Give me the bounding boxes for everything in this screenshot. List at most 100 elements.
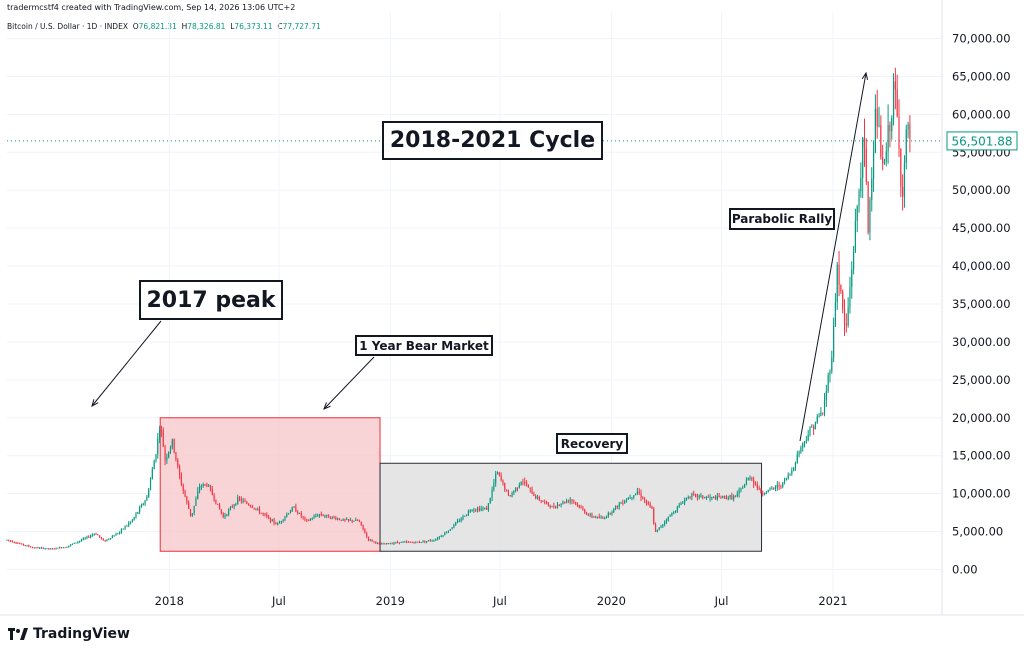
candle-body	[653, 508, 655, 525]
candle-body	[522, 481, 524, 483]
y-tick-label: 45,000.00	[952, 221, 1011, 235]
open-value: 76,821.31	[138, 22, 177, 31]
candle-body	[840, 284, 842, 292]
candle-body	[894, 81, 896, 90]
candle-body	[40, 547, 43, 549]
candle-body	[567, 500, 569, 502]
candle-body	[562, 501, 564, 504]
candle-body	[173, 439, 175, 453]
candle-body	[111, 536, 113, 539]
candle-body	[451, 527, 453, 530]
candle-body	[518, 485, 520, 488]
candle-body	[15, 542, 17, 544]
candle-body	[633, 495, 635, 498]
candle-body	[618, 503, 620, 507]
candle-body	[685, 497, 688, 500]
candle-body	[702, 495, 704, 498]
candle-body	[129, 521, 132, 524]
candle-body	[246, 501, 248, 504]
candle-body	[502, 480, 504, 484]
candle-body	[787, 475, 789, 479]
candle-body	[456, 520, 459, 523]
candle-body	[578, 504, 580, 508]
cycle-title-box: 2018-2021 Cycle	[382, 121, 603, 160]
candle-body	[109, 538, 112, 540]
candle-body	[220, 509, 222, 514]
last-price-tag	[946, 131, 1018, 151]
candle-body	[171, 439, 173, 448]
candle-body	[658, 527, 660, 530]
candle-body	[638, 491, 640, 494]
x-tick-label: 2018	[155, 594, 184, 608]
candle-body	[8, 539, 10, 541]
candle-body	[182, 485, 184, 491]
candle-body	[620, 502, 622, 504]
tradingview-logo[interactable]: TradingView	[8, 626, 130, 642]
candle-body	[540, 500, 542, 502]
candle-body	[527, 486, 529, 488]
bear-arrow-head	[323, 402, 331, 410]
high-label: H	[181, 22, 188, 31]
candle-body	[166, 457, 168, 461]
candle-body	[409, 541, 411, 543]
y-tick-label: 10,000.00	[952, 487, 1011, 501]
open-label: O	[132, 22, 139, 31]
candle-body	[396, 542, 399, 544]
candle-body	[213, 494, 215, 500]
candle-body	[645, 500, 648, 504]
candle-body	[415, 541, 417, 543]
candle-body	[767, 489, 769, 493]
candle-body	[560, 503, 562, 506]
candle-body	[569, 499, 571, 502]
candle-body	[847, 307, 849, 326]
candle-body	[77, 541, 79, 543]
candle-body	[892, 81, 895, 119]
candle-body	[206, 484, 208, 487]
candle-body	[667, 516, 669, 521]
candle-body	[424, 541, 426, 543]
candle-body	[302, 516, 304, 518]
candle-body	[193, 505, 195, 514]
candle-body	[678, 504, 680, 507]
candle-body	[691, 493, 693, 498]
candle-body	[400, 541, 402, 543]
candle-body	[226, 514, 228, 516]
candle-body	[656, 529, 658, 532]
candle-body	[271, 519, 273, 522]
candle-body	[783, 479, 786, 483]
candle-body	[595, 516, 597, 518]
candle-body	[564, 501, 566, 503]
candle-body	[664, 521, 666, 525]
candle-body	[720, 497, 722, 499]
candle-body	[333, 516, 335, 518]
candle-body	[747, 478, 749, 481]
candle-body	[238, 497, 241, 499]
candle-body	[373, 541, 375, 543]
candle-body	[856, 206, 858, 221]
candle-body	[140, 504, 143, 508]
candle-body	[64, 547, 66, 549]
candle-body	[257, 508, 259, 510]
candle-body	[240, 498, 242, 502]
candle-body	[19, 543, 21, 545]
candle-body	[851, 269, 853, 288]
candle-body	[714, 497, 717, 500]
candle-body	[793, 467, 795, 471]
candle-body	[159, 430, 161, 439]
candle-body	[155, 454, 157, 462]
candle-body	[97, 534, 99, 536]
candle-body	[184, 490, 186, 497]
candle-body	[11, 541, 14, 543]
candle-body	[896, 89, 898, 117]
candle-body	[180, 475, 183, 486]
candle-body	[291, 507, 293, 512]
candle-body	[736, 493, 738, 497]
candle-body	[582, 507, 584, 510]
candle-body	[858, 191, 860, 207]
candle-body	[209, 485, 212, 490]
candle-body	[669, 515, 671, 517]
candle-body	[555, 507, 557, 509]
candle-body	[68, 545, 70, 547]
time-axis: 2018 Jul 2019 Jul 2020 Jul 2021	[0, 594, 1024, 616]
